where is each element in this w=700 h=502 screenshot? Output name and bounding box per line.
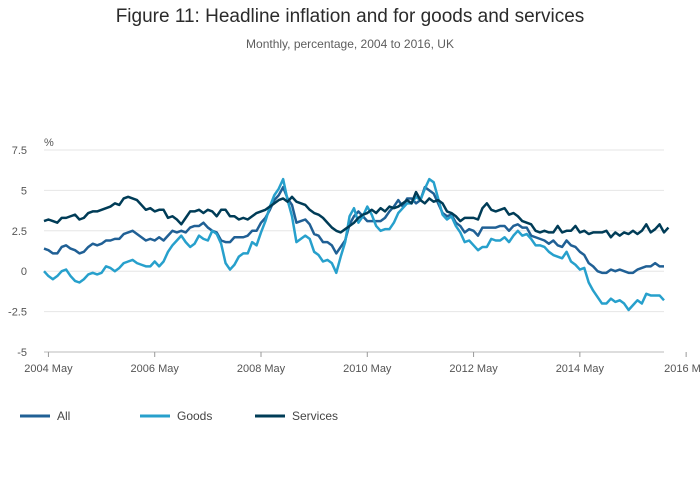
y-tick-label: 0 — [21, 266, 27, 278]
legend: All Goods Services — [20, 409, 338, 423]
y-axis-label: % — [44, 137, 54, 149]
y-tick-label: -5 — [17, 347, 27, 359]
legend-label-goods: Goods — [177, 409, 212, 423]
series-lines — [43, 177, 670, 312]
legend-label-services: Services — [292, 409, 338, 423]
x-tick-label: 2006 May — [131, 363, 180, 375]
x-tick-label: 2004 May — [24, 363, 73, 375]
y-tick-label: 2.5 — [12, 226, 27, 238]
chart-subtitle: Monthly, percentage, 2004 to 2016, UK — [246, 37, 454, 51]
series-line-all — [43, 185, 664, 275]
y-axis: -5 -2.5 0 2.5 5 7.5% — [8, 137, 54, 359]
chart-title: Figure 11: Headline inflation and for go… — [115, 6, 585, 27]
y-tick-label: 5 — [21, 185, 27, 197]
legend-label-all: All — [57, 409, 70, 423]
series-line-services — [43, 190, 670, 239]
gridlines — [44, 149, 664, 353]
y-tick-label: -2.5 — [8, 307, 27, 319]
x-tick-label: 2008 May — [237, 363, 286, 375]
x-tick-label: 2016 May — [664, 363, 700, 375]
series-line-goods — [43, 177, 665, 312]
x-tick-label: 2010 May — [343, 363, 392, 375]
y-tick-label: 7.5 — [12, 145, 27, 157]
x-tick-label: 2012 May — [449, 363, 498, 375]
x-tick-label: 2014 May — [556, 363, 605, 375]
x-axis: 2004 May 2006 May 2008 May 2010 May 2012 May… — [24, 352, 700, 375]
